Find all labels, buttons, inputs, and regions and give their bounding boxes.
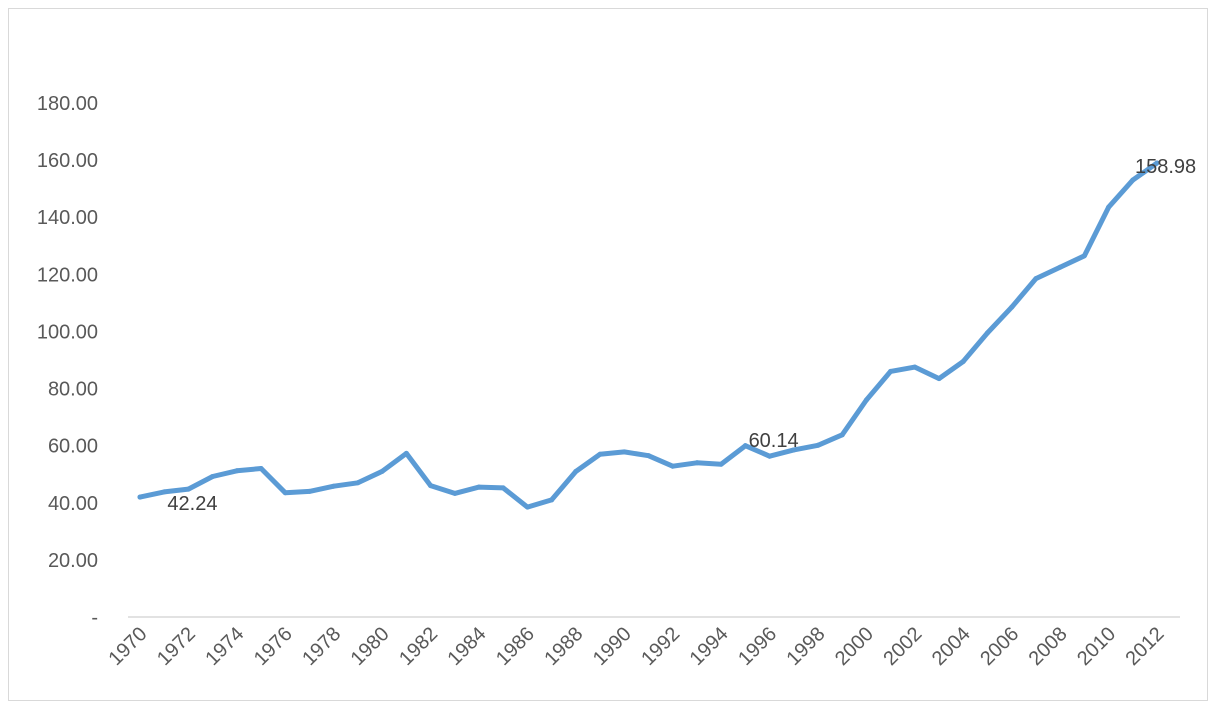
data-point xyxy=(960,358,966,364)
y-tick-label: 160.00 xyxy=(37,150,98,172)
x-tick-label: 1998 xyxy=(783,623,830,670)
data-point xyxy=(573,468,579,474)
y-tick-label: 180.00 xyxy=(37,93,98,115)
data-point xyxy=(452,490,458,496)
data-point xyxy=(694,460,700,466)
data-label: 60.14 xyxy=(749,430,799,452)
x-tick-label: 1972 xyxy=(153,623,200,670)
data-point xyxy=(1033,276,1039,282)
x-tick-label: 1990 xyxy=(589,623,636,670)
y-tick-label: 100.00 xyxy=(37,321,98,343)
data-point xyxy=(670,463,676,469)
data-point xyxy=(888,368,894,374)
data-point xyxy=(185,486,191,492)
data-point xyxy=(1154,160,1160,166)
data-point xyxy=(403,450,409,456)
x-tick-label: 2004 xyxy=(928,623,975,670)
data-point xyxy=(815,442,821,448)
y-axis-tick-labels: - 20.00 40.00 60.00 80.00 100.00 120.00 140.00 1… xyxy=(37,93,98,629)
y-tick-label: 20.00 xyxy=(48,550,98,572)
data-point xyxy=(839,432,845,438)
y-tick-label: 80.00 xyxy=(48,379,98,401)
x-tick-label: 1992 xyxy=(637,623,684,670)
data-point xyxy=(549,497,555,503)
data-point xyxy=(1057,264,1063,270)
x-tick-label: 2000 xyxy=(831,623,878,670)
data-point xyxy=(985,330,990,336)
data-point xyxy=(718,461,724,467)
y-tick-label: 140.00 xyxy=(37,207,98,229)
x-tick-label: 1996 xyxy=(734,623,781,670)
x-tick-label: 1988 xyxy=(540,623,587,670)
data-point xyxy=(428,483,434,489)
y-tick-label: 60.00 xyxy=(48,436,98,458)
data-point xyxy=(258,466,264,472)
x-tick-label: 1974 xyxy=(201,623,248,670)
data-point xyxy=(307,488,312,494)
x-tick-label: 1976 xyxy=(250,623,297,670)
x-tick-label: 1984 xyxy=(444,623,491,670)
data-labels: 42.24 60.14 158.98 xyxy=(167,156,1196,515)
x-axis-tick-labels: 1970 1972 1974 1976 1978 1980 1982 1984 1986 1988… xyxy=(105,623,1169,670)
y-tick-label: 120.00 xyxy=(37,264,98,286)
data-point xyxy=(1081,253,1087,259)
data-label: 158.98 xyxy=(1135,156,1196,178)
data-point xyxy=(936,376,942,382)
data-point xyxy=(791,447,797,453)
x-tick-label: 1994 xyxy=(686,623,733,670)
data-point xyxy=(331,483,337,489)
x-tick-label: 1978 xyxy=(298,623,345,670)
x-tick-label: 1982 xyxy=(395,623,442,670)
data-point xyxy=(524,504,530,510)
data-point xyxy=(863,397,869,403)
y-tick-label: 40.00 xyxy=(48,493,98,515)
x-tick-label: 2012 xyxy=(1122,623,1169,670)
data-point xyxy=(646,453,651,459)
x-tick-label: 2010 xyxy=(1073,623,1120,670)
data-point xyxy=(210,474,216,480)
data-point xyxy=(1009,304,1015,310)
y-tick-label: - xyxy=(91,607,98,629)
data-point xyxy=(912,364,918,370)
x-tick-label: 1970 xyxy=(105,623,152,670)
data-point xyxy=(1106,204,1112,210)
data-point xyxy=(597,451,603,457)
data-point xyxy=(1130,177,1136,183)
data-point xyxy=(742,443,748,449)
x-tick-label: 1980 xyxy=(347,623,394,670)
data-point xyxy=(379,468,385,474)
data-point xyxy=(621,449,627,455)
data-point xyxy=(355,480,361,486)
x-tick-label: 1986 xyxy=(492,623,539,670)
data-label: 42.24 xyxy=(167,493,217,515)
data-point xyxy=(282,490,288,496)
data-point xyxy=(234,468,240,474)
data-point xyxy=(137,494,143,500)
series-points xyxy=(137,160,1160,510)
chart-frame xyxy=(8,8,1208,701)
data-point xyxy=(500,485,506,491)
x-tick-label: 2002 xyxy=(879,623,926,670)
x-tick-label: 2006 xyxy=(976,623,1023,670)
data-point xyxy=(161,489,167,495)
data-point xyxy=(767,453,773,459)
data-point xyxy=(476,484,482,490)
x-tick-label: 2008 xyxy=(1025,623,1072,670)
